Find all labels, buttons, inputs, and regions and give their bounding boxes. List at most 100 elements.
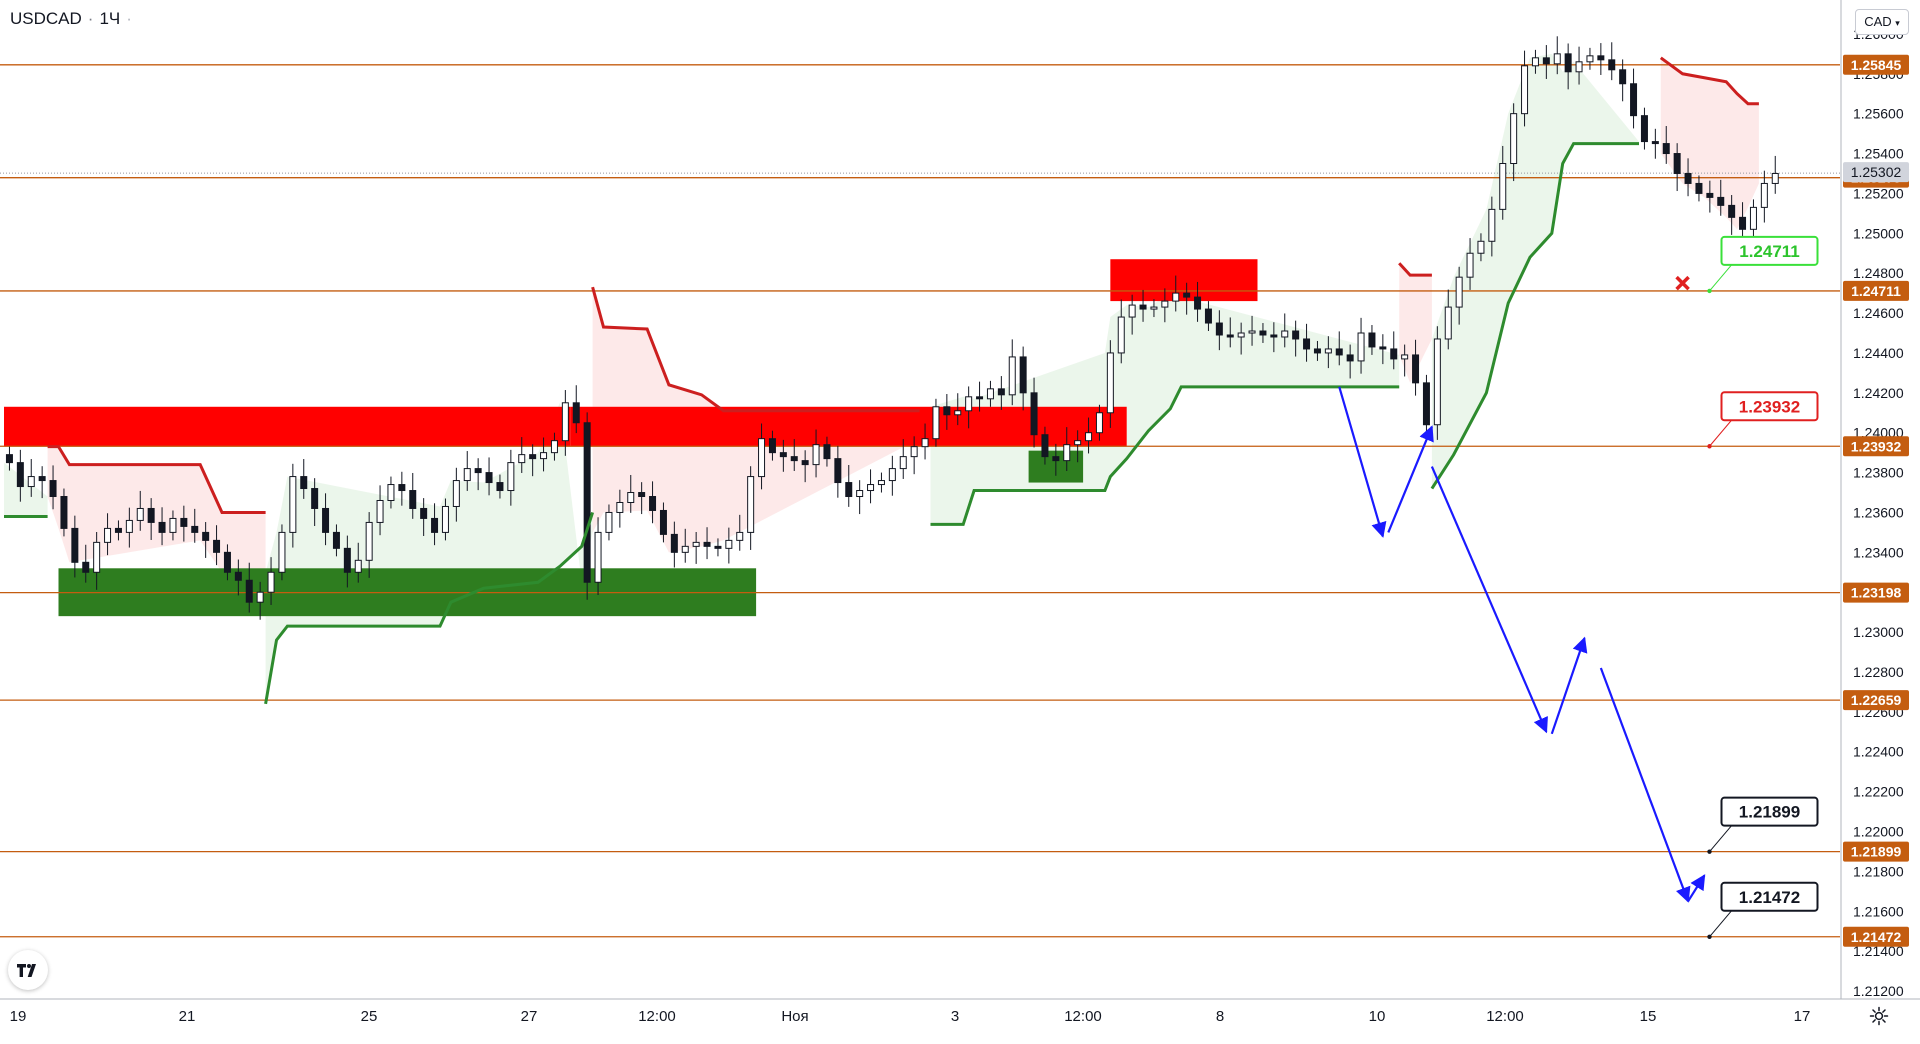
- candle-body: [1030, 392, 1038, 436]
- price-tick-label: 1.22200: [1853, 784, 1904, 800]
- candle-body: [1717, 196, 1725, 206]
- price-tick-label: 1.22400: [1853, 744, 1904, 760]
- supertrend-fill-down: [1399, 263, 1432, 383]
- candle-body: [768, 438, 776, 454]
- projection-arrow[interactable]: [1687, 874, 1706, 902]
- time-tick-label: 12:00: [1486, 1008, 1524, 1025]
- candle-body: [692, 541, 700, 547]
- level-badge[interactable]: [1843, 436, 1909, 457]
- candle-body: [921, 438, 929, 448]
- candle-body: [1706, 192, 1714, 198]
- level-badge[interactable]: [1843, 841, 1909, 862]
- level-badge[interactable]: [1843, 926, 1909, 947]
- candle-body: [1106, 352, 1114, 414]
- level-badge[interactable]: [1843, 54, 1909, 75]
- projection-arrow[interactable]: [1599, 667, 1691, 903]
- price-tick-label: 1.22800: [1853, 664, 1904, 680]
- callout-box[interactable]: [1720, 796, 1819, 827]
- candle-body: [856, 490, 864, 498]
- candle-body: [790, 456, 798, 462]
- projection-arrow[interactable]: [1338, 386, 1387, 538]
- candle-body: [1521, 65, 1529, 115]
- candle-body: [409, 490, 417, 509]
- time-tick-label: 12:00: [638, 1008, 676, 1025]
- candle-body: [1117, 316, 1125, 354]
- candle-body: [736, 531, 744, 541]
- symbol-header[interactable]: USDCAD · 1Ч ·: [10, 9, 138, 29]
- horizontal-levels[interactable]: [0, 64, 1840, 938]
- supertrend-up-line: [1430, 142, 1639, 490]
- candle-body: [1422, 382, 1430, 426]
- callout-label: 1.21472: [1739, 888, 1800, 907]
- candle-body: [1303, 338, 1311, 350]
- callout-pointer: [1709, 419, 1732, 447]
- price-tick-label: 1.24800: [1853, 265, 1904, 281]
- price-tick-label: 1.24400: [1853, 345, 1904, 361]
- projection-arrow[interactable]: [1387, 425, 1434, 533]
- x-icon[interactable]: [1675, 275, 1690, 291]
- callout-pointer: [1709, 910, 1732, 938]
- candle-body: [1281, 330, 1289, 338]
- candle-body: [899, 456, 907, 470]
- candle-body: [1150, 306, 1158, 310]
- supertrend-lines: [4, 56, 1759, 705]
- candle-body: [71, 527, 79, 563]
- candle-body: [1488, 208, 1496, 242]
- candle-body: [649, 496, 657, 511]
- candle-body: [605, 511, 613, 533]
- callout-box[interactable]: [1720, 881, 1819, 912]
- candle-body: [1630, 83, 1638, 117]
- symbol-name: USDCAD: [10, 9, 82, 28]
- candle-body: [1379, 346, 1387, 350]
- level-badge-label: 1.21899: [1851, 844, 1902, 860]
- candle-body: [343, 547, 351, 573]
- candle-body: [867, 484, 875, 492]
- candle-body: [965, 396, 973, 412]
- candle-body: [256, 591, 264, 603]
- candle-body: [191, 525, 199, 533]
- chevron-down-icon: ▾: [1895, 18, 1900, 28]
- price-labels[interactable]: 1.24711 1.23932 1.21899 1.21472: [1675, 235, 1819, 939]
- candle-body: [485, 472, 493, 484]
- candle-body: [888, 468, 896, 482]
- candle-body: [245, 579, 253, 603]
- projection-arrow[interactable]: [1550, 636, 1588, 735]
- candle-body: [267, 571, 275, 593]
- callout-label: 1.24711: [1739, 242, 1800, 261]
- candle-body: [1237, 332, 1245, 338]
- supertrend-fill-up: [4, 462, 48, 517]
- candle-body: [954, 410, 962, 416]
- level-badge[interactable]: [1843, 690, 1909, 711]
- candle-body: [1019, 356, 1027, 394]
- projection-arrows[interactable]: [1338, 386, 1706, 903]
- callout-box[interactable]: [1720, 235, 1819, 266]
- candle-body: [670, 533, 678, 553]
- price-tick-label: 1.21200: [1853, 983, 1904, 999]
- candle-body: [322, 507, 330, 533]
- supertrend-down-line: [1659, 56, 1759, 106]
- level-badge[interactable]: [1843, 582, 1909, 603]
- status-dot: ·: [126, 9, 132, 28]
- candle-body: [387, 484, 395, 501]
- callout-box[interactable]: [1720, 391, 1819, 422]
- candle-body: [877, 480, 885, 486]
- candle-body: [93, 541, 101, 573]
- gear-icon[interactable]: [1868, 1005, 1890, 1027]
- candle-body: [1172, 292, 1180, 302]
- supertrend-down-line: [1398, 262, 1432, 277]
- candle-body: [180, 517, 188, 527]
- candle-body: [147, 507, 155, 523]
- tradingview-logo-icon[interactable]: [8, 950, 48, 990]
- level-badge[interactable]: [1843, 280, 1909, 301]
- candle-body: [540, 452, 548, 460]
- currency-button[interactable]: CAD ▾: [1855, 9, 1909, 35]
- supertrend-fill-down: [1660, 57, 1759, 230]
- projection-arrow[interactable]: [1430, 466, 1548, 734]
- candle-body: [1204, 308, 1212, 324]
- level-badge-label: 1.25845: [1851, 57, 1902, 73]
- last-price-badge[interactable]: [1843, 162, 1909, 183]
- candle-body: [1008, 356, 1016, 396]
- price-tick-label: 1.25600: [1853, 106, 1904, 122]
